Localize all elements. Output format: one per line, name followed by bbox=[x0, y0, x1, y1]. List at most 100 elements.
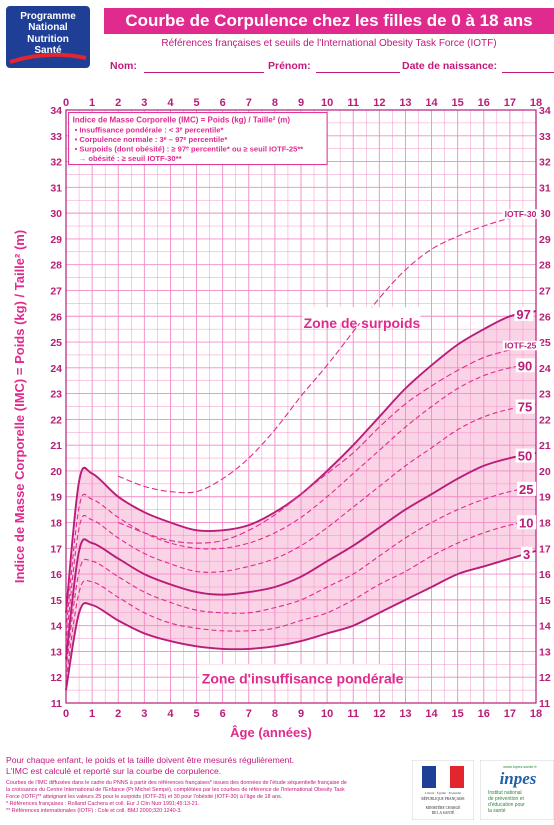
series-label-bg bbox=[520, 546, 533, 561]
x-tick-label-top: 16 bbox=[478, 97, 490, 109]
y-tick-label-right: 16 bbox=[539, 569, 551, 581]
x-tick-label-bottom: 0 bbox=[63, 708, 69, 720]
series-label-iotf-25: IOTF-25 bbox=[505, 340, 537, 350]
x-tick-label-top: 17 bbox=[504, 97, 516, 109]
y-tick-label-left: 11 bbox=[51, 698, 62, 710]
field-prenom-label: Prénom: bbox=[268, 60, 311, 72]
y-tick-label-right: 15 bbox=[539, 595, 551, 607]
series-line-3 bbox=[65, 549, 537, 691]
y-tick-label-left: 30 bbox=[50, 208, 62, 220]
y-tick-label-left: 23 bbox=[50, 389, 62, 401]
y-tick-label-left: 20 bbox=[50, 466, 62, 478]
y-tick-label-right: 22 bbox=[539, 414, 551, 426]
field-nom-line[interactable] bbox=[144, 72, 264, 73]
series-label-bg bbox=[515, 448, 535, 463]
footer-small3: Force (IOTF)** atteignant les valeurs 25… bbox=[6, 794, 283, 800]
logo-swoosh-icon bbox=[9, 52, 87, 64]
y-tick-label-right: 33 bbox=[539, 131, 551, 143]
y-tick-label-left: 25 bbox=[50, 337, 62, 349]
series-label-10: 10 bbox=[519, 515, 533, 530]
x-tick-label-top: 9 bbox=[298, 97, 304, 109]
legend-item: • Surpoids (dont obésité) : ≥ 97ᵉ percen… bbox=[75, 145, 304, 154]
logo-line2: National bbox=[28, 22, 68, 33]
series-label-75: 75 bbox=[518, 400, 532, 415]
series-label-3: 3 bbox=[523, 547, 530, 562]
y-tick-label-right: 17 bbox=[539, 543, 551, 555]
x-tick-label-top: 7 bbox=[246, 97, 252, 109]
page-title: Courbe de Corpulence chez les filles de … bbox=[104, 8, 554, 34]
inpes-t4: la santé bbox=[488, 808, 506, 814]
y-tick-label-left: 33 bbox=[50, 131, 62, 143]
y-tick-label-left: 32 bbox=[50, 157, 62, 169]
y-tick-label-right: 27 bbox=[539, 285, 551, 297]
rf-name: RÉPUBLIQUE FRANÇAISE bbox=[421, 796, 465, 801]
x-tick-label-top: 4 bbox=[167, 97, 174, 109]
y-tick-label-right: 30 bbox=[539, 208, 551, 220]
y-tick-label-right: 14 bbox=[539, 621, 551, 633]
field-nom-label: Nom: bbox=[110, 60, 137, 72]
y-tick-label-left: 34 bbox=[50, 105, 62, 117]
y-tick-label-right: 25 bbox=[539, 337, 551, 349]
legend-box bbox=[68, 112, 328, 166]
logo-line3: Nutrition bbox=[27, 34, 69, 45]
y-tick-label-right: 18 bbox=[539, 518, 551, 530]
x-tick-label-bottom: 6 bbox=[220, 708, 226, 720]
footer-small1: Courbes de l'IMC diffusées dans le cadre… bbox=[6, 780, 347, 786]
y-tick-label-left: 29 bbox=[50, 234, 62, 246]
y-tick-label-left: 12 bbox=[50, 672, 62, 684]
x-tick-label-bottom: 5 bbox=[193, 708, 199, 720]
x-tick-label-bottom: 17 bbox=[504, 708, 516, 720]
series-label-bg bbox=[517, 481, 537, 496]
rf-ministry2: DE LA SANTÉ bbox=[432, 810, 456, 815]
series-label-bg bbox=[502, 209, 542, 219]
zone-surpoids-label: Zone de surpoids bbox=[304, 315, 421, 331]
x-tick-label-bottom: 11 bbox=[347, 708, 359, 720]
x-tick-label-top: 6 bbox=[220, 97, 226, 109]
series-line-10 bbox=[65, 519, 537, 680]
y-tick-label-right: 20 bbox=[539, 466, 551, 478]
pnns-logo: Programme National Nutrition Santé bbox=[6, 6, 90, 68]
y-tick-label-right: 19 bbox=[539, 492, 551, 504]
series-label-bg bbox=[502, 340, 542, 351]
y-tick-label-left: 17 bbox=[50, 543, 62, 555]
y-tick-label-left: 31 bbox=[50, 182, 62, 194]
field-prenom-line[interactable] bbox=[316, 72, 400, 73]
series-label-bg bbox=[517, 515, 537, 530]
y-tick-label-left: 19 bbox=[50, 492, 62, 504]
y-tick-label-right: 29 bbox=[539, 234, 551, 246]
x-tick-label-top: 2 bbox=[115, 97, 121, 109]
series-line-25 bbox=[65, 485, 537, 670]
series-label-bg bbox=[515, 358, 535, 373]
legend-item: • Insuffisance pondérale : < 3ᵉ percenti… bbox=[75, 126, 224, 135]
bmi-chart: 0011223344556677889910101111121213131414… bbox=[12, 97, 551, 740]
y-tick-label-left: 14 bbox=[50, 621, 62, 633]
identity-fields: Nom: Prénom: Date de naissance: bbox=[110, 60, 554, 76]
y-tick-label-right: 24 bbox=[539, 363, 551, 375]
y-tick-label-right: 31 bbox=[539, 182, 551, 194]
y-tick-label-left: 21 bbox=[50, 440, 62, 452]
series-line-50 bbox=[65, 451, 537, 660]
y-tick-label-left: 24 bbox=[50, 363, 62, 375]
x-tick-label-bottom: 3 bbox=[141, 708, 147, 720]
footer-notes: Pour chaque enfant, le poids et la taill… bbox=[6, 755, 406, 815]
rf-ministry1: MINISTÈRE CHARGÉ bbox=[426, 805, 462, 810]
field-date-line[interactable] bbox=[502, 72, 554, 73]
logo-line4: Santé bbox=[34, 45, 62, 56]
logo-line1: Programme bbox=[20, 11, 76, 22]
inpes-t3: d'éducation pour bbox=[488, 802, 525, 808]
y-tick-label-left: 26 bbox=[50, 311, 62, 323]
x-axis-label: Âge (années) bbox=[230, 725, 312, 740]
x-tick-label-top: 13 bbox=[399, 97, 411, 109]
y-tick-label-right: 32 bbox=[539, 157, 551, 169]
footer-small4: * Références françaises : Rolland Cacher… bbox=[6, 801, 200, 807]
x-tick-label-bottom: 2 bbox=[115, 708, 121, 720]
x-tick-label-bottom: 18 bbox=[530, 708, 542, 720]
legend-title: Indice de Masse Corporelle (IMC) = Poids… bbox=[73, 116, 291, 125]
republique-francaise-logo: Liberté · Égalité · Fraternité RÉPUBLIQU… bbox=[412, 760, 474, 820]
x-tick-label-bottom: 9 bbox=[298, 708, 304, 720]
y-axis-label: Indice de Masse Corporelle (IMC) = Poids… bbox=[12, 230, 27, 583]
plot-frame bbox=[65, 109, 537, 704]
x-tick-label-top: 18 bbox=[530, 97, 542, 109]
inpes-t2: de prévention et bbox=[488, 796, 524, 802]
series-label-97: 97 bbox=[516, 307, 530, 322]
